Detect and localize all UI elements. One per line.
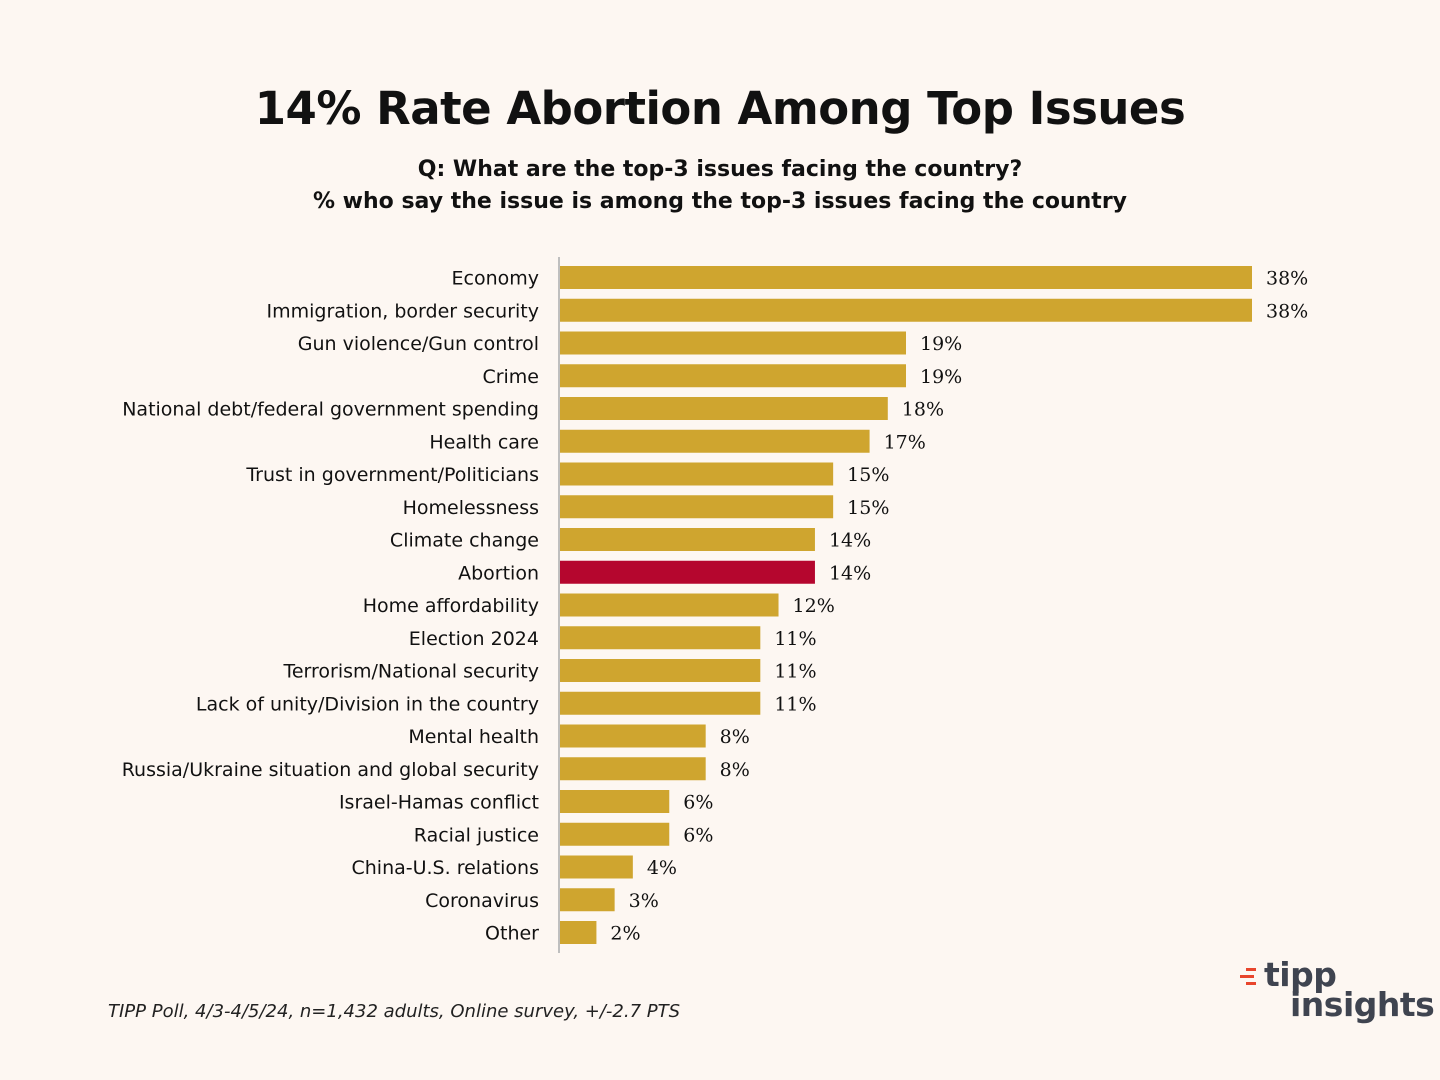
category-label-health-care: Health care: [429, 431, 539, 453]
logo-text-insights: insights: [1290, 985, 1435, 1024]
value-label-gun-violence-gun-control: 19%: [920, 333, 962, 355]
category-label-china-u-s-relations: China-U.S. relations: [351, 857, 539, 879]
bar-trust-in-government-politicians: [560, 462, 834, 486]
bar-election-2024: [560, 626, 761, 650]
bar-climate-change: [560, 528, 815, 551]
category-label-economy: Economy: [452, 268, 540, 290]
value-label-economy: 38%: [1266, 268, 1308, 290]
chart-subtitle-question: Q: What are the top-3 issues facing the …: [417, 157, 1023, 182]
value-label-immigration-border-security: 38%: [1266, 300, 1308, 322]
category-label-abortion: Abortion: [458, 562, 539, 584]
value-label-israel-hamas-conflict: 6%: [683, 792, 713, 814]
category-label-other: Other: [485, 923, 539, 945]
value-label-coronavirus: 3%: [629, 890, 659, 912]
category-label-immigration-border-security: Immigration, border security: [266, 300, 539, 322]
bar-crime: [560, 364, 906, 388]
category-label-lack-of-unity-division-in-the-country: Lack of unity/Division in the country: [196, 693, 539, 715]
value-label-lack-of-unity-division-in-the-country: 11%: [774, 693, 816, 715]
chart-title: 14% Rate Abortion Among Top Issues: [254, 82, 1186, 135]
category-label-russia-ukraine-situation-and-global-security: Russia/Ukraine situation and global secu…: [122, 759, 539, 781]
bar-other: [560, 921, 597, 944]
bar-national-debt-federal-government-spending: [560, 397, 888, 420]
bar-home-affordability: [560, 593, 779, 617]
bar-china-u-s-relations: [560, 855, 633, 879]
value-label-trust-in-government-politicians: 15%: [847, 464, 889, 486]
bar-lack-of-unity-division-in-the-country: [560, 691, 761, 715]
bar-health-care: [560, 429, 870, 453]
bar-mental-health: [560, 724, 706, 748]
value-label-terrorism-national-security: 11%: [774, 661, 816, 683]
category-label-coronavirus: Coronavirus: [425, 890, 539, 912]
value-label-russia-ukraine-situation-and-global-security: 8%: [720, 759, 750, 781]
category-label-terrorism-national-security: Terrorism/National security: [282, 661, 539, 683]
bar-immigration-border-security: [560, 298, 1252, 322]
category-label-trust-in-government-politicians: Trust in government/Politicians: [245, 464, 539, 486]
value-label-mental-health: 8%: [720, 726, 750, 748]
bar-coronavirus: [560, 888, 615, 912]
value-label-national-debt-federal-government-spending: 18%: [902, 399, 944, 421]
bar-russia-ukraine-situation-and-global-security: [560, 757, 706, 781]
tipp-insights-logo: tipp insights: [1240, 955, 1435, 1028]
value-label-racial-justice: 6%: [683, 824, 713, 846]
bar-gun-violence-gun-control: [560, 331, 906, 355]
value-label-election-2024: 11%: [774, 628, 816, 650]
bar-homelessness: [560, 495, 834, 519]
category-label-climate-change: Climate change: [390, 530, 539, 552]
bar-racial-justice: [560, 822, 670, 846]
value-label-health-care: 17%: [884, 431, 926, 453]
value-label-crime: 19%: [920, 366, 962, 388]
value-label-abortion: 14%: [829, 562, 871, 584]
bar-israel-hamas-conflict: [560, 790, 670, 813]
value-label-climate-change: 14%: [829, 530, 871, 552]
category-label-election-2024: Election 2024: [409, 628, 539, 650]
category-label-gun-violence-gun-control: Gun violence/Gun control: [298, 333, 539, 355]
logo-text-tipp: tipp: [1264, 955, 1337, 994]
chart-subtitle-description: % who say the issue is among the top-3 i…: [312, 189, 1128, 214]
category-label-israel-hamas-conflict: Israel-Hamas conflict: [339, 792, 539, 814]
category-label-home-affordability: Home affordability: [363, 595, 539, 617]
category-label-crime: Crime: [482, 366, 539, 388]
tipp-insights-logo-mark-icon: [1240, 968, 1256, 985]
category-label-national-debt-federal-government-spending: National debt/federal government spendin…: [122, 399, 539, 421]
value-label-homelessness: 15%: [847, 497, 889, 519]
footnote-source: TIPP Poll, 4/3-4/5/24, n=1,432 adults, O…: [108, 1001, 681, 1022]
bar-terrorism-national-security: [560, 659, 761, 682]
value-label-china-u-s-relations: 4%: [647, 857, 677, 879]
value-label-home-affordability: 12%: [793, 595, 835, 617]
category-label-mental-health: Mental health: [408, 726, 539, 748]
bar-economy: [560, 266, 1252, 289]
category-label-homelessness: Homelessness: [403, 497, 539, 519]
value-label-other: 2%: [610, 923, 640, 945]
category-label-racial-justice: Racial justice: [414, 824, 539, 846]
bar-abortion: [560, 560, 815, 584]
